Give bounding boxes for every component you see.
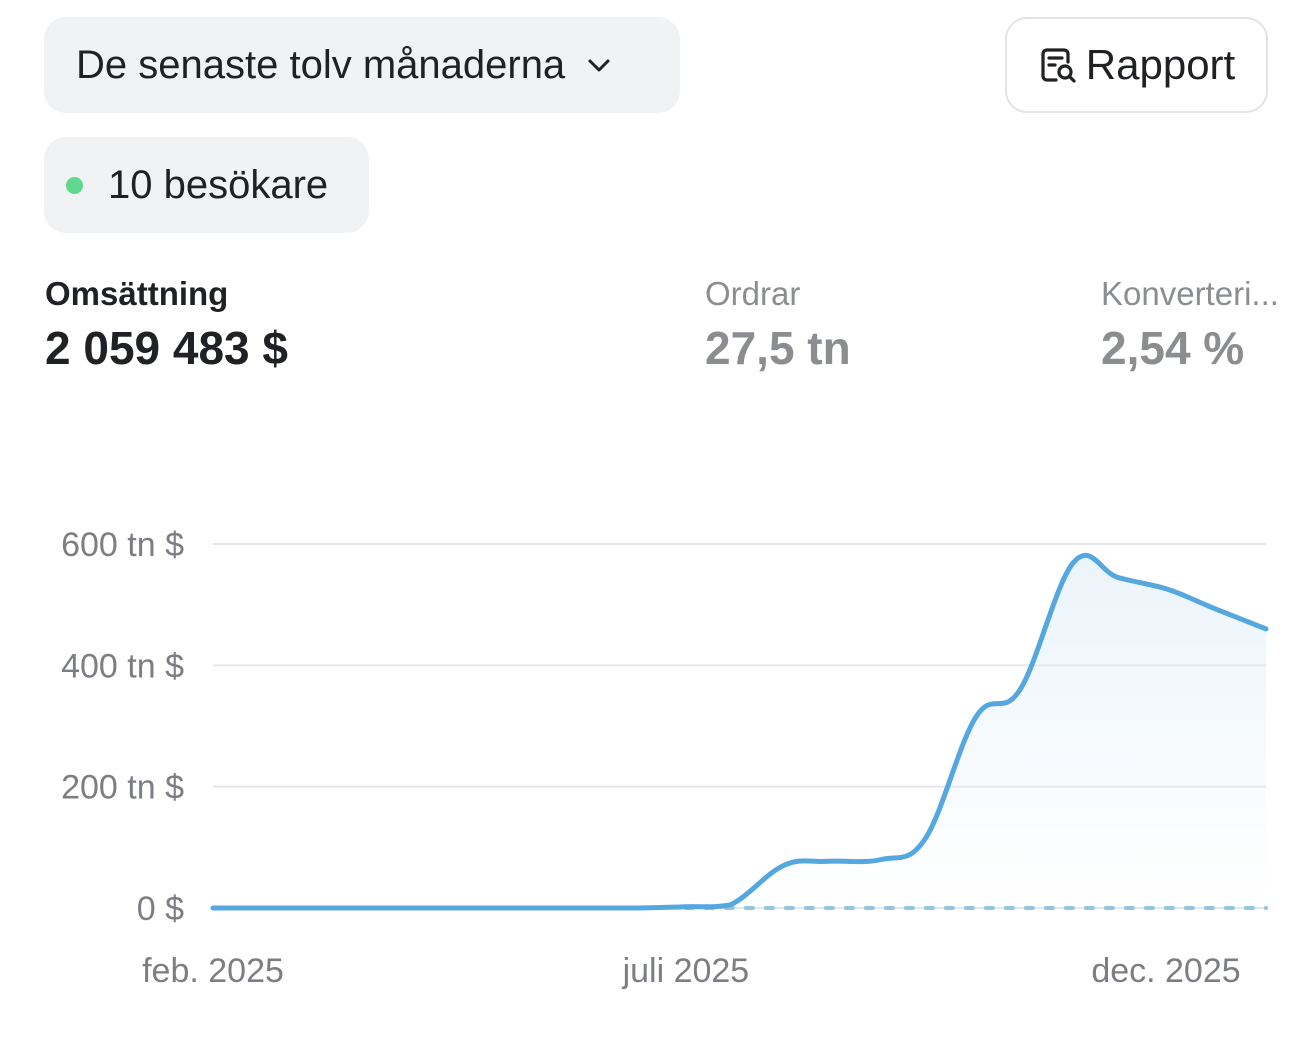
metric-conversion[interactable]: Konverteri... 2,54 % <box>1101 272 1316 378</box>
x-tick-label: feb. 2025 <box>142 952 284 990</box>
y-tick-label: 400 tn $ <box>61 647 184 685</box>
x-tick-label: juli 2025 <box>622 952 750 990</box>
metric-label: Konverteri... <box>1101 275 1279 312</box>
revenue-chart: 0 $ 200 tn $ 400 tn $ 600 tn $ feb. 2025 jul… <box>61 526 1269 990</box>
chevron-down-icon <box>583 49 615 81</box>
metric-value: 27,5 tn <box>705 322 851 374</box>
metric-label: Ordrar <box>705 275 801 312</box>
metric-revenue[interactable]: Omsättning 2 059 483 $ <box>45 272 288 378</box>
x-tick-label: dec. 2025 <box>1091 952 1240 990</box>
report-search-icon <box>1038 45 1078 85</box>
metric-value: 2,54 % <box>1101 322 1245 374</box>
metric-orders[interactable]: Ordrar 27,5 tn <box>705 272 851 378</box>
metric-label: Omsättning <box>45 275 229 312</box>
report-button[interactable]: Rapport <box>1005 17 1268 113</box>
revenue-series-line <box>210 552 1269 911</box>
y-tick-label: 600 tn $ <box>61 526 184 564</box>
revenue-area <box>213 555 1266 908</box>
period-label: De senaste tolv månaderna <box>76 42 566 87</box>
y-tick-label: 0 $ <box>137 890 184 928</box>
visitors-badge[interactable]: 10 besökare <box>44 137 369 233</box>
report-label: Rapport <box>1085 41 1236 88</box>
y-tick-label: 200 tn $ <box>61 769 184 807</box>
live-status-dot <box>66 176 83 194</box>
period-select[interactable]: De senaste tolv månaderna <box>44 17 680 113</box>
visitors-label: 10 besökare <box>108 162 329 207</box>
metric-value: 2 059 483 $ <box>45 322 289 374</box>
